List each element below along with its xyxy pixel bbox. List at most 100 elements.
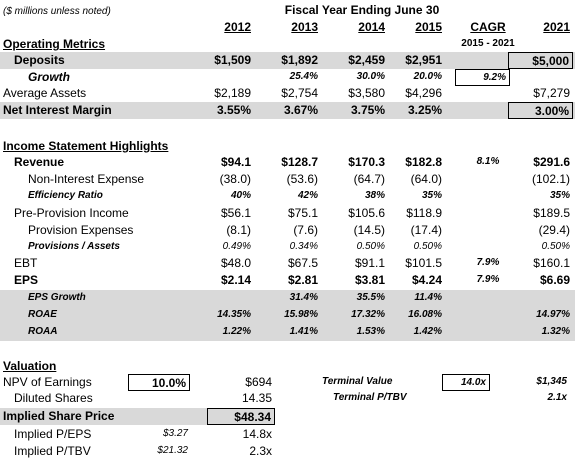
value-cell: $2,189 (214, 86, 251, 100)
row-label: EPS Growth (28, 292, 86, 303)
value-cell: $3,580 (348, 86, 385, 100)
row-label: Provision Expenses (28, 223, 134, 237)
value-cell: 38% (364, 190, 385, 201)
value-cell: 1.41% (289, 326, 318, 337)
row-label: Non-Interest Expense (28, 172, 145, 186)
value-cell: 1.53% (356, 326, 385, 337)
row-label: Average Assets (3, 86, 87, 100)
value-cell: $2,754 (281, 86, 318, 100)
value-cell: 3.00% (508, 102, 573, 119)
column-header: 2015 (415, 20, 442, 34)
value-cell: 0.50% (356, 241, 385, 252)
shaded-band (0, 290, 575, 341)
value-cell: $291.6 (533, 155, 570, 169)
value-cell: (102.1) (531, 172, 570, 186)
column-header: 2021 (543, 20, 570, 34)
shaded-band (0, 408, 275, 425)
input-cell: $21.32 (157, 445, 188, 456)
value-cell: 2.3x (249, 444, 272, 458)
value-cell: 17.32% (351, 309, 385, 320)
value-cell: 3.25% (407, 103, 442, 117)
row-label: Pre-Provision Income (14, 206, 129, 220)
value-cell: 0.34% (289, 241, 318, 252)
section-title: Income Statement Highlights (3, 139, 169, 153)
row-label: Efficiency Ratio (28, 190, 103, 201)
header-title: Fiscal Year Ending June 30 (284, 3, 440, 17)
shaded-band (0, 102, 575, 119)
value-cell: $182.8 (405, 155, 442, 169)
value-cell: 0.49% (222, 241, 251, 252)
value-cell: (38.0) (219, 172, 251, 186)
value-cell: 35% (549, 190, 570, 201)
cagr-range: 2015 - 2021 (461, 38, 515, 49)
value-cell: 3.67% (283, 103, 318, 117)
value-cell: $2.81 (287, 273, 318, 287)
value-cell: (64.7) (353, 172, 385, 186)
row-label: Provisions / Assets (28, 241, 120, 252)
row-label: NPV of Earnings (3, 375, 92, 389)
value-cell: 35.5% (356, 292, 385, 303)
value-cell: $56.1 (220, 206, 251, 220)
column-header: 2012 (224, 20, 251, 34)
value-cell: $91.1 (354, 256, 385, 270)
row-label: Diluted Shares (14, 391, 93, 405)
cagr-cell: 7.9% (476, 274, 500, 285)
row-label: ROAA (28, 326, 58, 337)
value-cell: $1,892 (281, 53, 318, 67)
row-label: Net Interest Margin (3, 103, 112, 117)
value-cell: $189.5 (533, 206, 570, 220)
value-cell: (14.5) (353, 223, 385, 237)
value-cell: (8.1) (226, 223, 251, 237)
row-label: Implied P/TBV (14, 444, 91, 458)
value-cell: 0.50% (413, 241, 442, 252)
input-cell: 10.0% (128, 374, 190, 391)
value-cell: 20.0% (413, 71, 442, 82)
value-cell: 35% (421, 190, 442, 201)
value-cell: $160.1 (533, 256, 570, 270)
cagr-cell: 8.1% (476, 156, 500, 167)
input-cell: 9.2% (455, 69, 510, 86)
value-cell: 1.22% (222, 326, 251, 337)
value-cell: $101.5 (405, 256, 442, 270)
side-value: $1,345 (536, 376, 567, 387)
value-cell: 42% (297, 190, 318, 201)
value-cell: 14.8x (242, 427, 272, 441)
value-cell: 3.75% (350, 103, 385, 117)
value-cell: (17.4) (410, 223, 442, 237)
side-label: Terminal Value (322, 376, 393, 387)
value-cell: 1.32% (541, 326, 570, 337)
value-cell: 0.50% (541, 241, 570, 252)
column-header: 2014 (358, 20, 385, 34)
value-cell: $6.69 (539, 273, 570, 287)
shaded-band (0, 52, 575, 69)
value-cell: $118.9 (406, 206, 442, 220)
input-cell: $3.27 (162, 428, 188, 439)
column-header: CAGR (470, 20, 506, 34)
value-cell: $3.81 (354, 273, 385, 287)
value-cell: $2,459 (348, 53, 385, 67)
side-value: 2.1x (547, 392, 567, 403)
row-label: Growth (28, 70, 70, 84)
value-cell: 30.0% (356, 71, 385, 82)
value-cell: $48.0 (220, 256, 251, 270)
value-cell: $48.34 (207, 408, 275, 425)
input-cell: 14.0x (442, 374, 490, 391)
value-cell: 14.97% (536, 309, 570, 320)
value-cell: 1.42% (413, 326, 442, 337)
value-cell: (64.0) (410, 172, 442, 186)
value-cell: $7,279 (533, 86, 570, 100)
section-title: Valuation (3, 359, 57, 373)
row-label: Implied Share Price (3, 409, 115, 423)
value-cell: 14.35 (241, 391, 272, 405)
value-cell: 3.55% (216, 103, 251, 117)
value-cell: $694 (245, 375, 272, 389)
value-cell: 25.4% (289, 71, 318, 82)
value-cell: $1,509 (214, 53, 251, 67)
value-cell: $5,000 (508, 52, 573, 69)
value-cell: $67.5 (287, 256, 318, 270)
value-cell: (53.6) (286, 172, 318, 186)
value-cell: (29.4) (538, 223, 570, 237)
value-cell: 15.98% (284, 309, 318, 320)
value-cell: 40% (230, 190, 251, 201)
